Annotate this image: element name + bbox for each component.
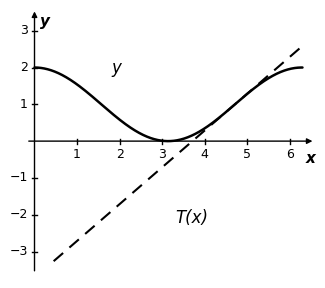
Text: T(x): T(x) xyxy=(175,209,208,227)
Text: x: x xyxy=(306,151,316,166)
Text: 1: 1 xyxy=(20,98,28,111)
Text: 3: 3 xyxy=(158,147,166,161)
Text: 2: 2 xyxy=(116,147,124,161)
Text: −1: −1 xyxy=(9,171,28,184)
Text: 2: 2 xyxy=(20,61,28,74)
Text: 6: 6 xyxy=(286,147,294,161)
Text: 4: 4 xyxy=(201,147,209,161)
Text: y: y xyxy=(111,59,121,77)
Text: −2: −2 xyxy=(9,208,28,221)
Text: 3: 3 xyxy=(20,24,28,37)
Text: −3: −3 xyxy=(9,245,28,258)
Text: 5: 5 xyxy=(243,147,251,161)
Text: 1: 1 xyxy=(73,147,81,161)
Text: y: y xyxy=(40,14,50,29)
